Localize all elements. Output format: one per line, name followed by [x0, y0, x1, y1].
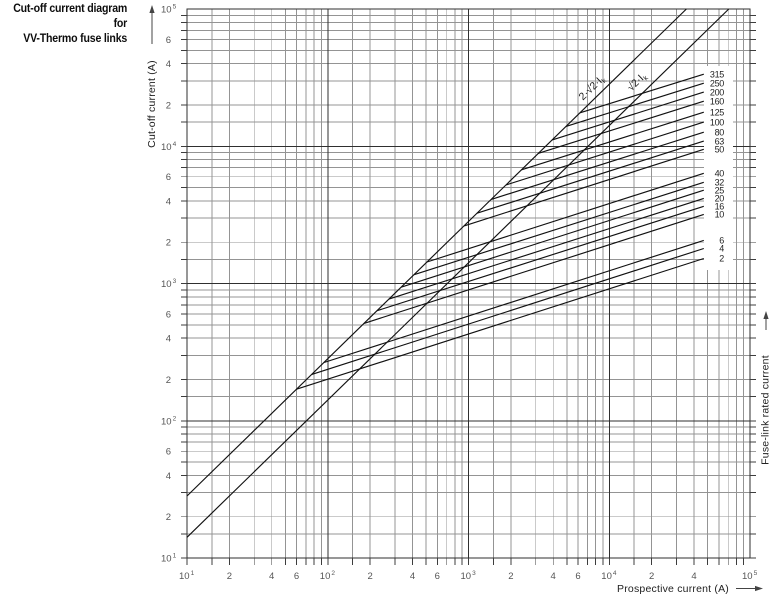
- rating-label-80A: 80: [715, 127, 725, 137]
- y-tick-label: 4: [166, 471, 171, 482]
- y-tick-labels: 101 2 4 6 102 2 4 6 103 2 4 6 104 2 4 6 105: [161, 4, 177, 565]
- x-tick-label: 6: [575, 571, 580, 582]
- x-tick-label: 6: [294, 571, 299, 582]
- x-tick-label: 6: [435, 571, 440, 582]
- rating-label-63A: 63: [715, 136, 725, 146]
- right-arrow-icon: [736, 585, 763, 592]
- curve-50A: [463, 148, 704, 227]
- rating-label-160A: 160: [710, 96, 724, 106]
- curve-16A: [376, 205, 704, 312]
- x-axis-title-group: Prospective current (A): [617, 583, 763, 595]
- curve-125A: [521, 111, 704, 171]
- reference-line-label: 2·√2·Ik: [577, 72, 609, 103]
- rating-label-40A: 40: [715, 169, 725, 179]
- y-tick-label: 2: [166, 375, 171, 386]
- curve-25A: [400, 189, 704, 288]
- right-axis-title-group: Fuse-link rated current: [760, 311, 772, 465]
- reference-line: [186, 8, 687, 497]
- y-tick-label: 6: [166, 172, 171, 183]
- up-arrow-icon: [763, 311, 769, 330]
- y-tick-label: 6: [166, 35, 171, 46]
- rating-label-125A: 125: [710, 107, 724, 117]
- y-tick-label: 2: [166, 512, 171, 523]
- curve-200A: [552, 91, 704, 141]
- rating-label-20A: 20: [715, 194, 725, 204]
- rating-label-4A: 4: [719, 244, 724, 254]
- rating-label-50A: 50: [715, 145, 725, 155]
- curve-160A: [538, 100, 704, 154]
- rating-label-250A: 250: [710, 78, 724, 88]
- y-tick-label: 4: [166, 196, 171, 207]
- curve-32A: [413, 181, 704, 276]
- rating-label-25A: 25: [715, 185, 725, 195]
- axis-tick-marks: [181, 14, 756, 565]
- y-tick-label: 102: [161, 415, 177, 427]
- curve-315A: [579, 73, 704, 114]
- y-tick-label: 101: [161, 553, 177, 565]
- curve-80A: [491, 131, 704, 200]
- rating-label-6A: 6: [719, 236, 724, 246]
- right-axis-title: Fuse-link rated current: [760, 355, 772, 465]
- curve-63A: [476, 140, 704, 214]
- curve-40A: [426, 172, 704, 263]
- x-tick-label: 103: [461, 570, 477, 582]
- y-axis-title: Cut-off current (A): [146, 60, 158, 148]
- y-tick-label: 105: [161, 4, 177, 16]
- x-tick-label: 104: [601, 570, 617, 582]
- y-tick-label: 2: [166, 100, 171, 111]
- x-tick-label: 101: [179, 570, 195, 582]
- curve-4A: [311, 247, 704, 375]
- x-tick-label: 105: [742, 570, 758, 582]
- y-tick-label: 104: [161, 141, 177, 153]
- rating-label-32A: 32: [715, 178, 725, 188]
- rating-label-box: [704, 66, 733, 270]
- x-tick-labels: 101 2 4 6 102 2 4 6 103 2 4 6 104 2 4 105: [179, 570, 758, 582]
- reference-lines: [186, 8, 730, 538]
- curve-10A: [363, 213, 704, 324]
- curve-6A: [323, 239, 704, 364]
- rating-label-2A: 2: [719, 254, 724, 264]
- curve-250A: [565, 82, 704, 127]
- rating-label-315A: 315: [710, 69, 724, 79]
- y-tick-label: 6: [166, 447, 171, 458]
- curve-100A: [505, 121, 704, 186]
- up-arrow-icon: [149, 5, 155, 44]
- x-axis-title: Prospective current (A): [617, 583, 729, 595]
- y-axis-title-group: Cut-off current (A): [146, 5, 158, 148]
- y-tick-label: 2: [166, 238, 171, 249]
- curve-20A: [388, 197, 704, 300]
- y-tick-label: 6: [166, 309, 171, 320]
- rating-label-100A: 100: [710, 117, 724, 127]
- curve-2A: [296, 257, 704, 390]
- x-tick-label: 4: [410, 571, 415, 582]
- x-tick-label: 2: [227, 571, 232, 582]
- grid-major-lines: [187, 9, 750, 558]
- y-tick-label: 4: [166, 334, 171, 345]
- diagram-title: Cut-off current diagram for VV-Thermo fu…: [2, 2, 127, 47]
- diagram-title-line2: VV-Thermo fuse links: [23, 33, 128, 45]
- x-tick-label: 2: [508, 571, 513, 582]
- reference-line-label: √2·Ik: [625, 70, 650, 95]
- x-tick-label: 2: [367, 571, 372, 582]
- x-tick-label: 4: [551, 571, 556, 582]
- fuse-curves: [296, 73, 704, 390]
- rating-label-10A: 10: [715, 210, 725, 220]
- y-tick-label: 4: [166, 59, 171, 70]
- x-tick-label: 102: [320, 570, 336, 582]
- y-tick-label: 103: [161, 278, 177, 290]
- x-tick-label: 4: [269, 571, 274, 582]
- rating-label-16A: 16: [715, 202, 725, 212]
- rating-label-200A: 200: [710, 87, 724, 97]
- x-tick-label: 4: [691, 571, 696, 582]
- diagram-title-line1: Cut-off current diagram for: [13, 3, 128, 30]
- reference-line: [186, 8, 730, 538]
- x-tick-label: 2: [649, 571, 654, 582]
